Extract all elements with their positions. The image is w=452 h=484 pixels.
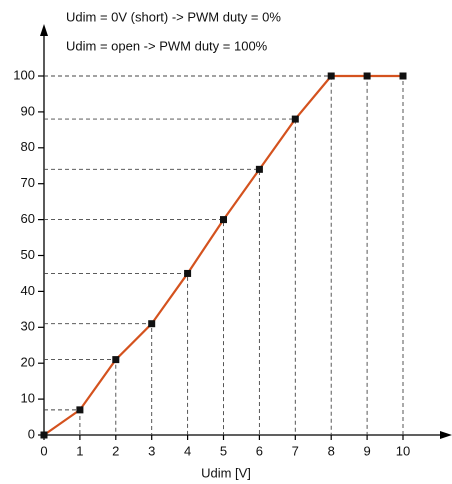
- y-axis-arrow: [40, 24, 48, 36]
- x-tick-label: 8: [328, 443, 335, 458]
- x-tick-label: 2: [112, 443, 119, 458]
- x-axis-label: Udim [V]: [201, 465, 251, 480]
- guide-line: [44, 168, 260, 435]
- x-tick-label: 9: [363, 443, 370, 458]
- guide-line: [44, 75, 404, 435]
- point-marker: [327, 72, 335, 80]
- point-marker: [255, 165, 263, 173]
- point-marker: [220, 216, 227, 224]
- y-tick-label: 80: [21, 139, 35, 154]
- guide-line: [44, 219, 224, 435]
- x-tick-label: 0: [40, 443, 47, 458]
- point-marker: [363, 72, 371, 80]
- series-line: [43, 74, 403, 436]
- y-tick-label: 90: [21, 103, 35, 118]
- y-tick-label: 40: [21, 283, 35, 298]
- guide-line: [44, 75, 368, 435]
- x-axis-arrow: [440, 431, 452, 439]
- annotation: Udim = open -> PWM duty = 100%: [66, 38, 268, 53]
- point-marker: [399, 72, 407, 80]
- x-tick-label: 1: [76, 443, 83, 458]
- annotation: Udim = 0V (short) -> PWM duty = 0%: [66, 9, 281, 24]
- y-tick-label: 10: [21, 391, 35, 406]
- y-tick-label: 60: [21, 211, 35, 226]
- y-tick-label: 30: [21, 319, 35, 334]
- y-tick-label: 100: [13, 67, 35, 82]
- point-marker: [291, 115, 299, 123]
- x-tick-label: 3: [148, 443, 155, 458]
- point-marker: [40, 431, 48, 439]
- x-tick-label: 4: [184, 443, 191, 458]
- point-marker: [148, 320, 156, 328]
- y-tick-label: 20: [21, 355, 35, 370]
- x-tick-label: 6: [256, 443, 263, 458]
- x-tick-label: 5: [220, 443, 227, 458]
- point-marker: [184, 269, 192, 277]
- point-marker: [76, 406, 84, 414]
- point-marker: [112, 356, 120, 364]
- y-tick-label: 0: [28, 426, 35, 441]
- y-tick-label: 50: [21, 247, 35, 262]
- x-tick-label: 7: [292, 443, 299, 458]
- x-tick-label: 10: [396, 443, 410, 458]
- y-tick-label: 70: [21, 175, 35, 190]
